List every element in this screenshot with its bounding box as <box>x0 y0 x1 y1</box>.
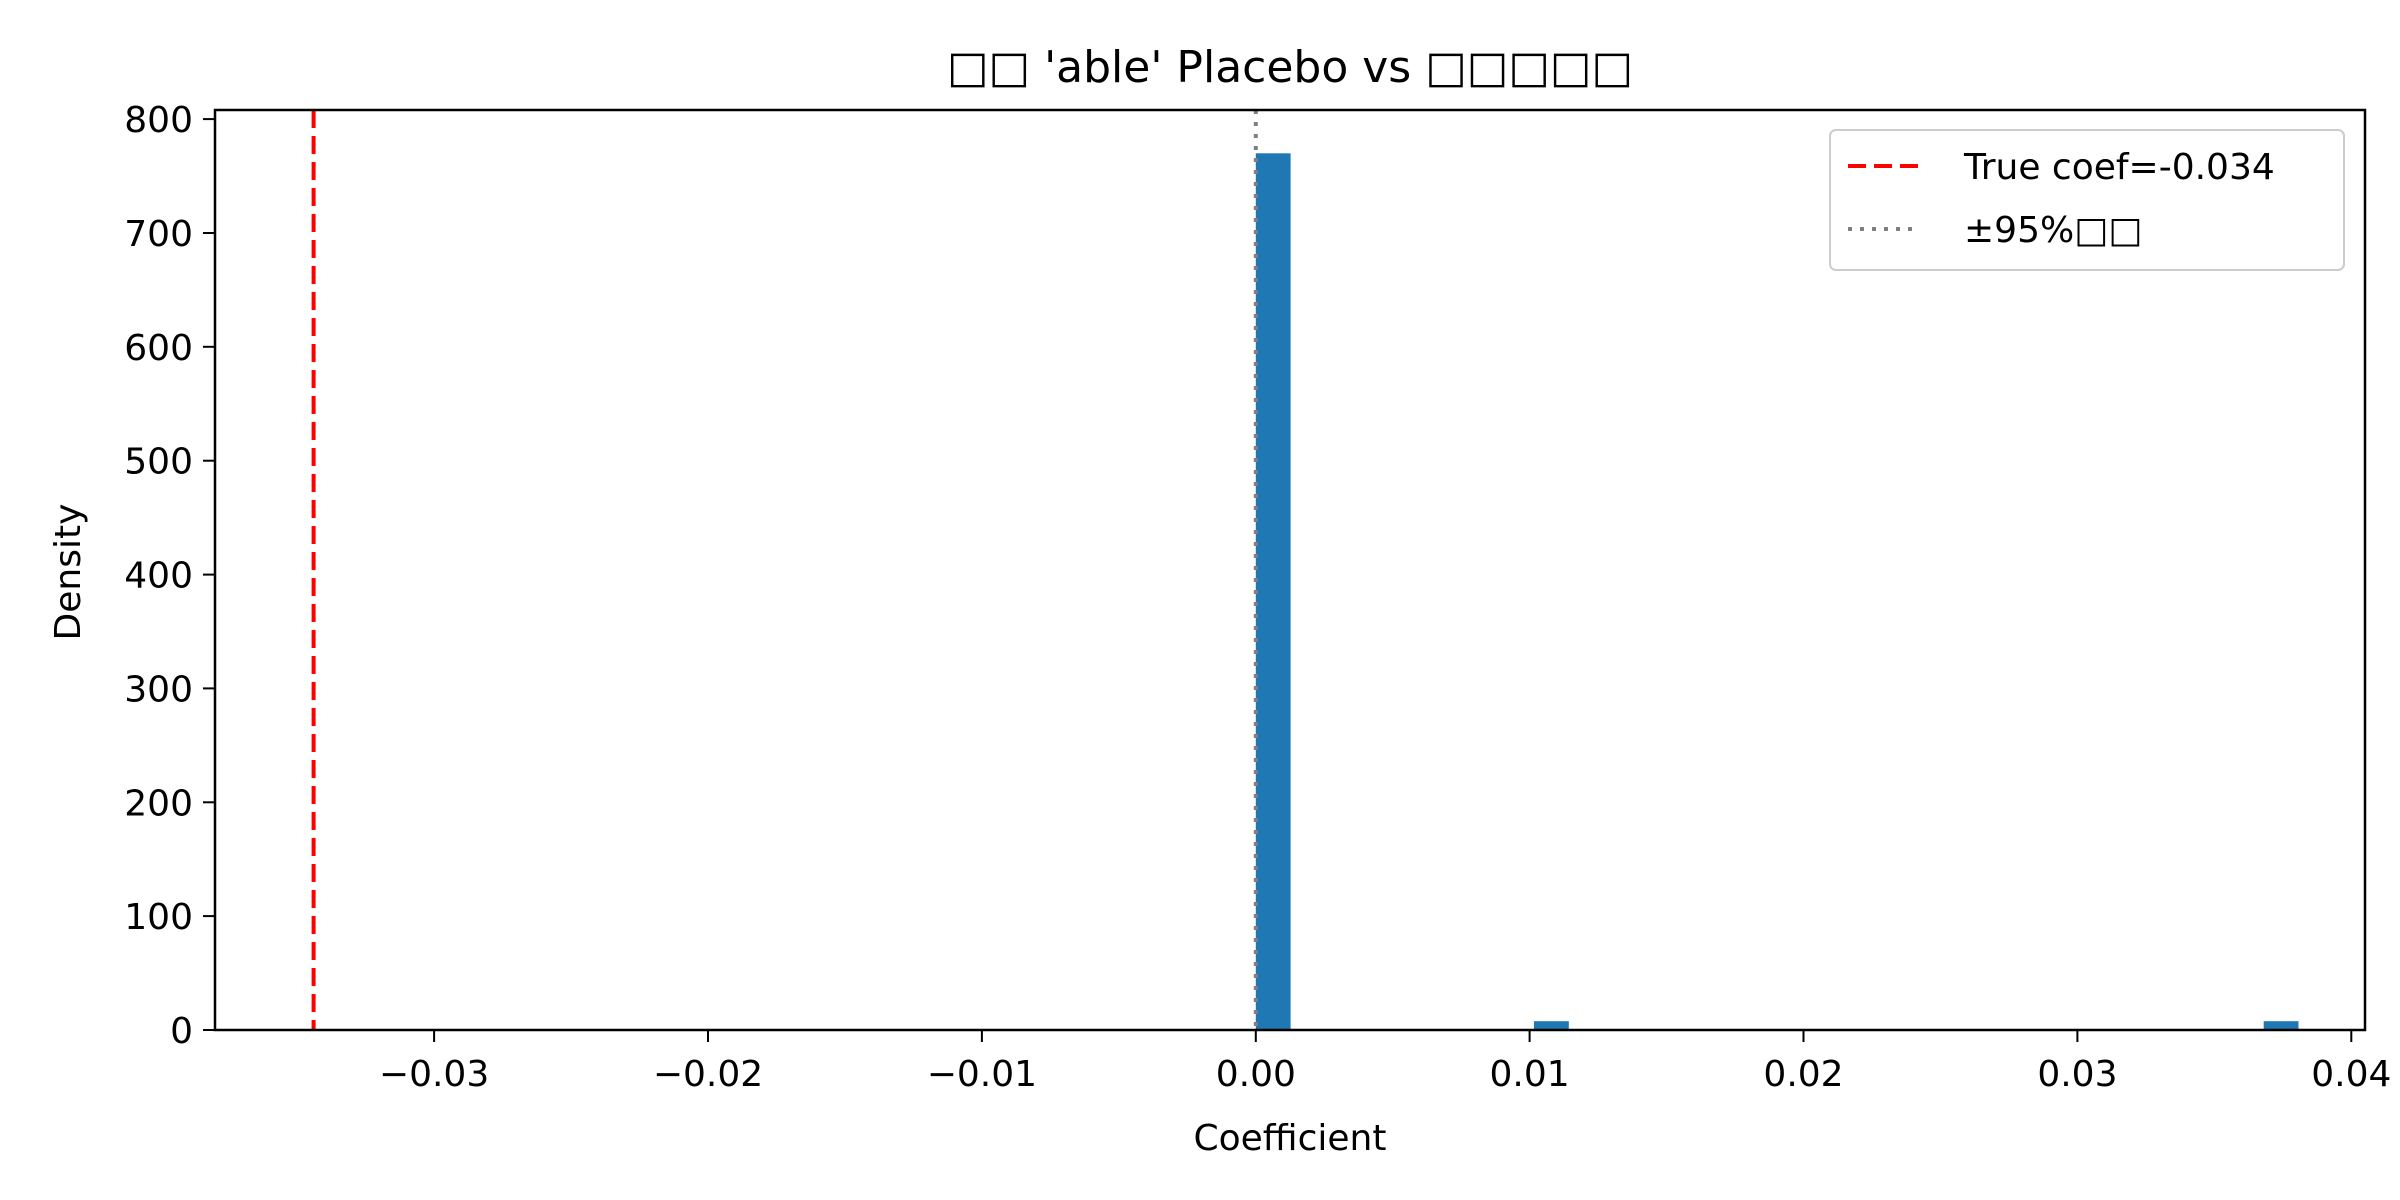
x-axis-label: Coefficient <box>1194 1118 1387 1159</box>
histogram-bar-2 <box>2263 1021 2299 1030</box>
y-tick-label: 100 <box>124 897 193 938</box>
y-axis: 0 100 200 300 400 500 600 700 800 <box>124 100 215 1052</box>
y-tick-label: 300 <box>124 669 193 710</box>
y-axis-label: Density <box>48 504 89 641</box>
y-tick-label: 200 <box>124 783 193 824</box>
x-tick-label: 0.01 <box>1490 1054 1570 1095</box>
y-tick-label: 600 <box>124 328 193 369</box>
histogram-bar-1 <box>1534 1021 1569 1030</box>
histogram-bar-0 <box>1255 153 1291 1031</box>
plot-area <box>311 110 2299 1031</box>
legend-label-true-coef: True coef=-0.034 <box>1963 147 2275 188</box>
legend: True coef=-0.034 ±95%□□ <box>1829 129 2345 271</box>
x-tick-label: 0.04 <box>2311 1054 2391 1095</box>
y-tick-label: 400 <box>124 556 193 597</box>
x-tick-label: 0.00 <box>1216 1054 1296 1095</box>
x-tick-label: 0.02 <box>1763 1054 1843 1095</box>
legend-box <box>1829 129 2345 271</box>
y-tick-label: 700 <box>124 214 193 255</box>
y-tick-label: 500 <box>124 442 193 483</box>
x-axis: −0.03 −0.02 −0.01 0.00 0.01 0.02 0.03 0.04 <box>379 1030 2391 1095</box>
y-tick-label: 0 <box>170 1011 193 1052</box>
y-tick-label: 800 <box>124 100 193 141</box>
x-tick-label: −0.01 <box>927 1054 1037 1095</box>
axes-frame <box>213 108 2367 1032</box>
x-tick-label: −0.03 <box>379 1054 489 1095</box>
x-tick-label: −0.02 <box>653 1054 763 1095</box>
legend-label-ci: ±95%□□ <box>1964 210 2142 251</box>
chart-title: □□ 'able' Placebo vs □□□□□ <box>947 42 1633 93</box>
x-tick-label: 0.03 <box>2037 1054 2117 1095</box>
